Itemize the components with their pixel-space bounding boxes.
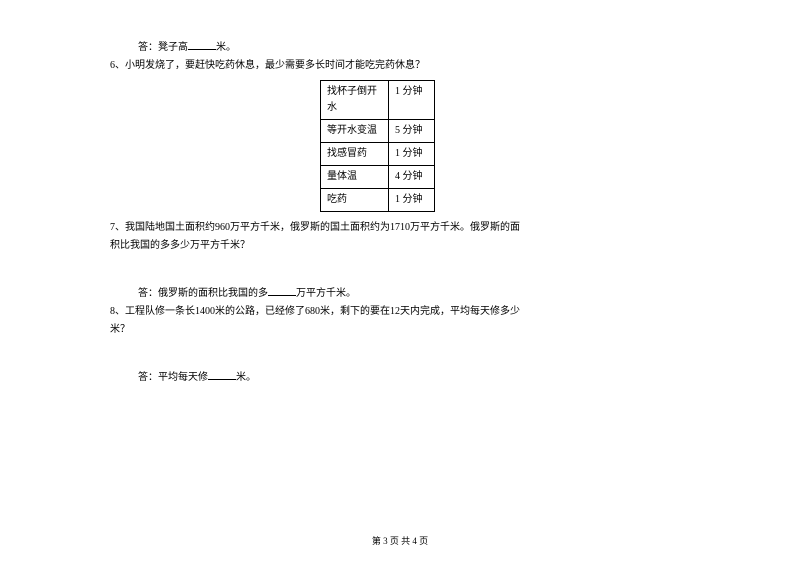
q5-blank (188, 40, 216, 50)
q8-number: 8、 (110, 306, 125, 317)
q7-answer-suffix: 万平方千米。 (296, 288, 356, 299)
table-cell-task: 找感冒药 (321, 143, 389, 166)
table-row: 量体温 4 分钟 (321, 166, 435, 189)
page-footer: 第 3 页 共 4 页 (0, 534, 800, 547)
q7-text-b: 积比我国的多多少万平方千米？ (110, 240, 250, 251)
table-row: 找感冒药 1 分钟 (321, 143, 435, 166)
spacing (110, 256, 690, 286)
spacing (110, 340, 690, 370)
q7-number: 7、 (110, 222, 125, 233)
table-cell-task: 找杯子倒开水 (321, 81, 389, 120)
q6-number: 6、 (110, 60, 125, 71)
table-cell-time: 5 分钟 (389, 120, 435, 143)
table-cell-time: 1 分钟 (389, 189, 435, 212)
footer-text: 第 3 页 共 4 页 (372, 536, 428, 546)
table-cell-task: 量体温 (321, 166, 389, 189)
q8-line-b: 米？ (110, 322, 690, 338)
q7-line-b: 积比我国的多多少万平方千米？ (110, 238, 690, 254)
table-cell-time: 1 分钟 (389, 81, 435, 120)
table-cell-time: 4 分钟 (389, 166, 435, 189)
q8-text-b: 米？ (110, 324, 130, 335)
q6-table: 找杯子倒开水 1 分钟 等开水变温 5 分钟 找感冒药 1 分钟 量体温 4 分… (320, 80, 435, 212)
table-row: 找杯子倒开水 1 分钟 (321, 81, 435, 120)
q8-text-a: 工程队修一条长1400米的公路，已经修了680米，剩下的要在12天内完成，平均每… (125, 306, 520, 317)
document-page: 答：凳子高米。 6、小明发烧了，要赶快吃药休息，最少需要多长时间才能吃完药休息？… (0, 0, 800, 386)
q8-answer-line: 答：平均每天修 米。 (110, 370, 690, 386)
table-cell-task: 吃药 (321, 189, 389, 212)
q5-answer-suffix: 米。 (216, 42, 236, 53)
q7-blank (268, 286, 296, 296)
q8-line-a: 8、工程队修一条长1400米的公路，已经修了680米，剩下的要在12天内完成，平… (110, 304, 690, 320)
q7-line-a: 7、我国陆地国土面积约960万平方千米，俄罗斯的国土面积约为1710万平方千米。… (110, 220, 690, 236)
q8-answer-suffix: 米。 (236, 372, 256, 383)
q6-text: 小明发烧了，要赶快吃药休息，最少需要多长时间才能吃完药休息？ (125, 60, 425, 71)
q7-answer-line: 答：俄罗斯的面积比我国的多 万平方千米。 (110, 286, 690, 302)
table-cell-time: 1 分钟 (389, 143, 435, 166)
table-row: 等开水变温 5 分钟 (321, 120, 435, 143)
q8-blank (208, 370, 236, 380)
q6-line: 6、小明发烧了，要赶快吃药休息，最少需要多长时间才能吃完药休息？ (110, 58, 690, 74)
q5-answer-prefix: 答：凳子高 (138, 42, 188, 53)
q7-answer-prefix: 答：俄罗斯的面积比我国的多 (138, 288, 268, 299)
q8-answer-prefix: 答：平均每天修 (138, 372, 208, 383)
q7-text-a: 我国陆地国土面积约960万平方千米，俄罗斯的国土面积约为1710万平方千米。俄罗… (125, 222, 520, 233)
table-cell-task: 等开水变温 (321, 120, 389, 143)
table-row: 吃药 1 分钟 (321, 189, 435, 212)
q5-answer-line: 答：凳子高 米。 (110, 40, 690, 56)
